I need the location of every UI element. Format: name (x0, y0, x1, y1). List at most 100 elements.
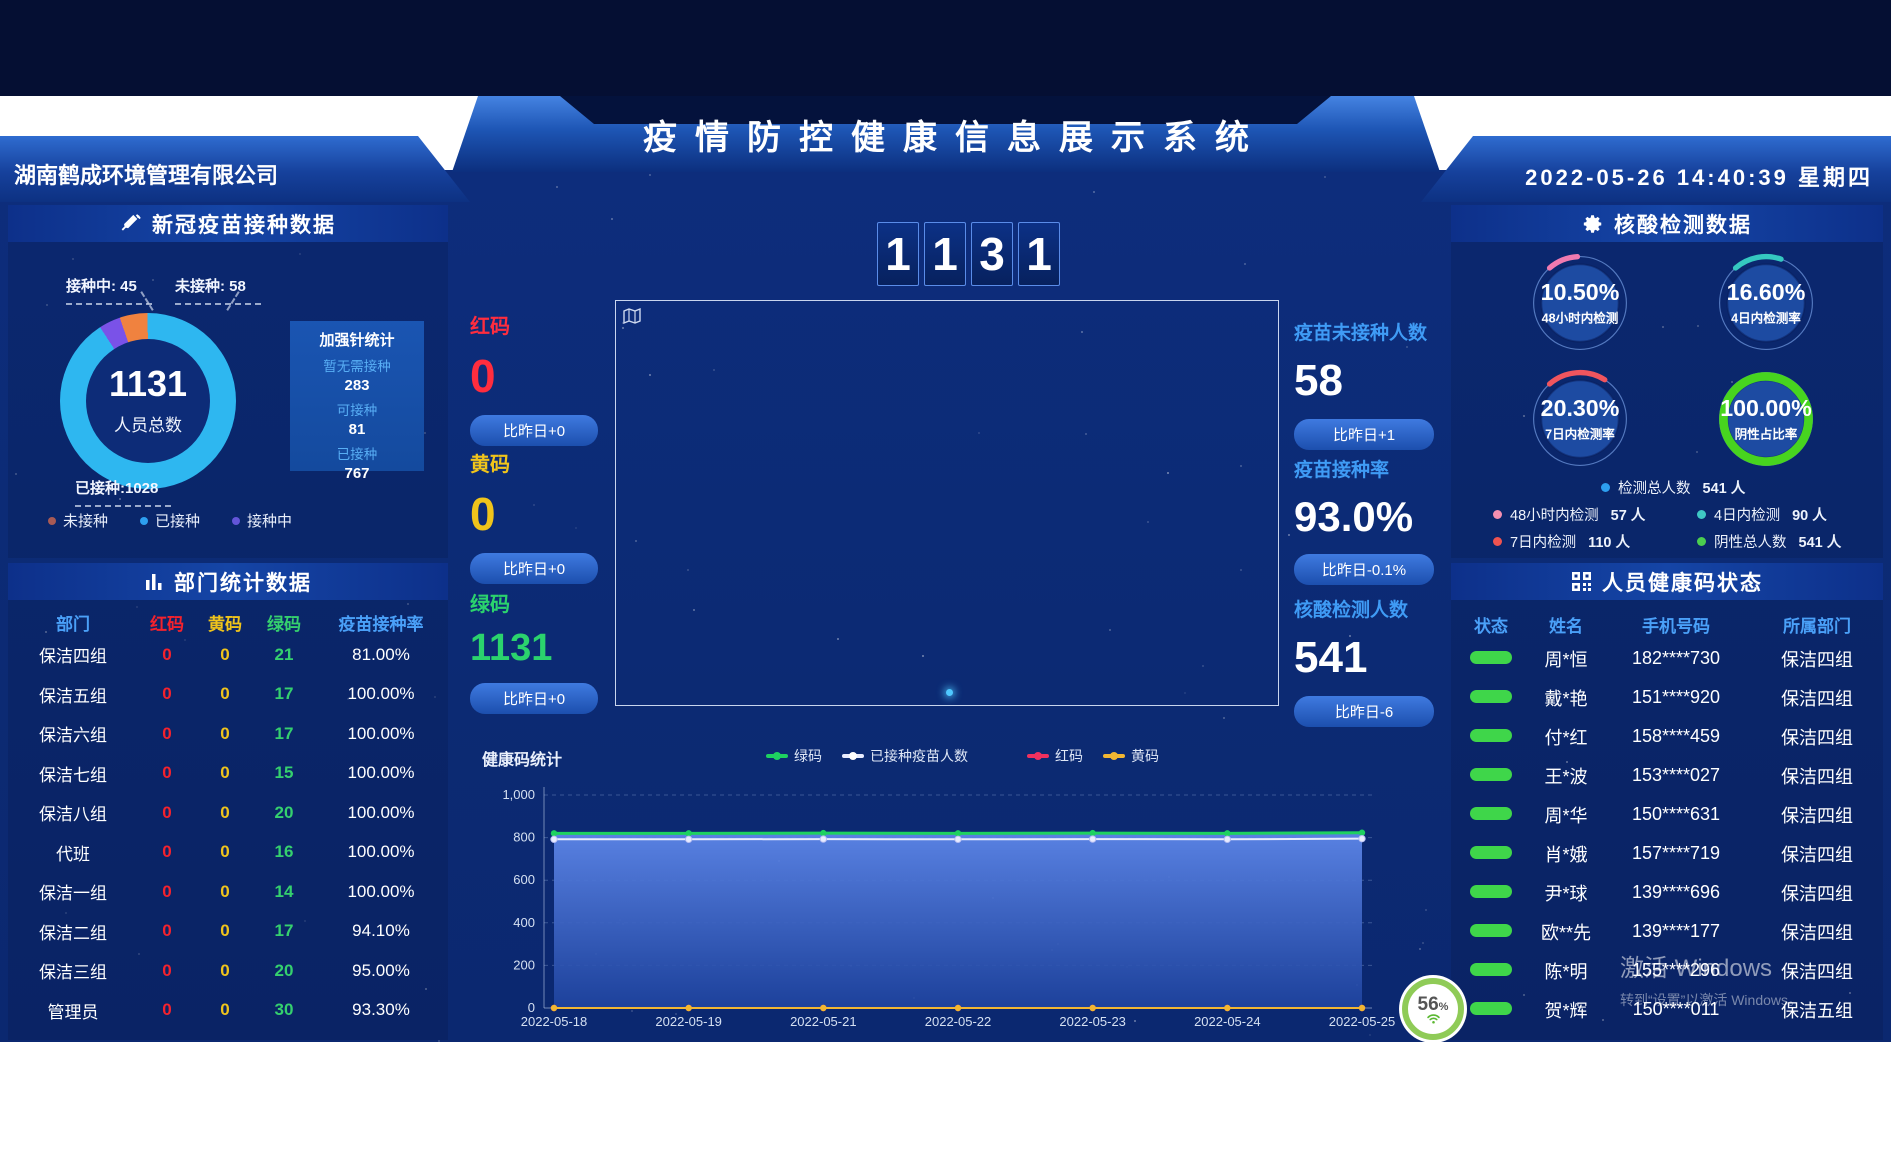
table-cell: 139****177 (1601, 921, 1751, 942)
table-cell: 100.00% (314, 684, 448, 704)
booster-item-value: 81 (290, 421, 424, 438)
svg-text:0: 0 (528, 1000, 535, 1015)
table-cell: 0 (138, 724, 196, 744)
table-cell: 150****011 (1601, 999, 1751, 1020)
table-cell: 14 (254, 882, 314, 902)
svg-text:100.00%: 100.00% (1720, 395, 1812, 421)
legend-item[interactable]: 接种中 (232, 510, 292, 531)
table-cell: 151****920 (1601, 687, 1751, 708)
table-cell: 王*波 (1531, 763, 1601, 789)
table-cell: 保洁四组 (8, 642, 138, 667)
table-cell: 0 (196, 842, 254, 862)
vaccine-panel-title-bar: 新冠疫苗接种数据 (8, 205, 448, 242)
table-cell (1451, 921, 1531, 942)
nat-panel-title-bar: 核酸检测数据 (1451, 205, 1883, 242)
svg-text:2022-05-23: 2022-05-23 (1059, 1014, 1126, 1029)
table-row: 保洁二组 0 0 17 94.10% (8, 912, 448, 952)
department-panel: 部门统计数据 部门 红码 黄码 绿码 疫苗接种率 保洁四组 0 0 21 81.00% 保洁五组 0… (8, 563, 448, 1040)
department-panel-title: 部门统计数据 (174, 567, 312, 597)
legend-marker (1103, 754, 1125, 758)
svg-text:4日内检测率: 4日内检测率 (1731, 310, 1801, 325)
donut-total-label: 人员总数 (114, 411, 182, 436)
booster-item-label: 暂无需接种 (290, 355, 424, 375)
table-cell: 17 (254, 724, 314, 744)
chart-legend-item[interactable]: 已接种疫苗人数 (842, 746, 968, 766)
table-cell: 保洁四组 (1751, 841, 1883, 867)
legend-dot (232, 517, 240, 525)
table-cell: 保洁三组 (8, 958, 138, 983)
table-row: 肖*娥 157****719 保洁四组 (1451, 834, 1883, 873)
svg-text:200: 200 (513, 957, 535, 972)
chart-plot: 0 200 400 600 800 1,000 2022-05-18 2022-05-19 20… (478, 770, 1403, 1032)
table-cell: 保洁七组 (8, 761, 138, 786)
unvaccinated-count-stat: 疫苗未接种人数 58 比昨日+1 (1294, 318, 1444, 450)
legend-item[interactable]: 未接种 (48, 510, 108, 531)
digit-box: 1 (1018, 222, 1060, 286)
svg-text:2022-05-24: 2022-05-24 (1194, 1014, 1261, 1029)
chart-legend-item[interactable]: 红码 (1027, 746, 1083, 766)
red-code-stat: 红码 0 比昨日+0 (470, 310, 620, 446)
legend-label: 4日内检测 (1714, 504, 1780, 525)
vaccine-panel-title: 新冠疫苗接种数据 (152, 209, 336, 239)
green-code-stat: 绿码 1131 比昨日+0 (470, 588, 620, 714)
syringe-icon (120, 213, 142, 235)
table-cell: 16 (254, 842, 314, 862)
table-cell (1451, 687, 1531, 708)
table-cell: 100.00% (314, 882, 448, 902)
svg-text:10.50%: 10.50% (1541, 279, 1620, 305)
table-cell: 100.00% (314, 763, 448, 783)
callout-vaccinated: 已接种:1028 (75, 477, 171, 507)
svg-text:16.60%: 16.60% (1727, 279, 1806, 305)
table-row: 代班 0 0 16 100.00% (8, 833, 448, 873)
table-cell: 保洁一组 (8, 879, 138, 904)
page-title: 疫情防控健康信息展示系统 (470, 110, 1422, 159)
table-cell: 0 (196, 882, 254, 902)
booster-box: 加强针统计 暂无需接种 283 可接种 81 已接种 767 (290, 321, 424, 471)
table-cell: 0 (138, 1000, 196, 1020)
vaccine-panel: 新冠疫苗接种数据 接种中: 45 未接种: 58 1131 人员总数 已接种:1… (8, 205, 448, 558)
status-pill (1470, 729, 1512, 742)
table-cell: 0 (138, 882, 196, 902)
svg-text:20.30%: 20.30% (1541, 395, 1620, 421)
table-row: 周*恒 182****730 保洁四组 (1451, 639, 1883, 678)
stat-label: 黄码 (470, 448, 620, 477)
booster-item-value: 283 (290, 377, 424, 394)
table-cell: 贺*辉 (1531, 997, 1601, 1023)
table-cell: 0 (138, 763, 196, 783)
table-cell: 81.00% (314, 645, 448, 665)
map-area[interactable] (615, 300, 1279, 706)
table-cell (1451, 726, 1531, 747)
table-cell: 管理员 (8, 998, 138, 1023)
column-header: 疫苗接种率 (314, 610, 448, 635)
table-cell: 尹*球 (1531, 880, 1601, 906)
table-cell: 保洁五组 (1751, 997, 1883, 1023)
table-row: 保洁五组 0 0 17 100.00% (8, 675, 448, 715)
chart-legend-item[interactable]: 黄码 (1103, 746, 1159, 766)
big-number: 1 1 3 1 (877, 222, 1060, 286)
svg-text:400: 400 (513, 915, 535, 930)
datetime-display: 2022-05-26 14:40:39 星期四 (1525, 160, 1873, 192)
legend-item[interactable]: 已接种 (140, 510, 200, 531)
legend-label: 48小时内检测 (1510, 504, 1599, 525)
table-cell: 20 (254, 803, 314, 823)
chart-legend-item[interactable]: 绿码 (766, 746, 822, 766)
gauge: 10.50% 48小时内检测 (1487, 245, 1673, 361)
table-row: 王*波 153****027 保洁四组 (1451, 756, 1883, 795)
table-row: 周*华 150****631 保洁四组 (1451, 795, 1883, 834)
table-cell: 153****027 (1601, 765, 1751, 786)
donut-center: 1131 人员总数 (86, 339, 210, 463)
dept-table: 保洁四组 0 0 21 81.00% 保洁五组 0 0 17 100.00% 保洁六组 0 0 17 100… (8, 635, 448, 1030)
status-pill (1470, 768, 1512, 781)
table-cell: 21 (254, 645, 314, 665)
nat-gauges: 10.50% 48小时内检测 16.60% 4日内检测率 20.30% 7日内检测率 100… (1487, 245, 1859, 477)
svg-text:48小时内检测: 48小时内检测 (1542, 310, 1619, 325)
digit-box: 1 (924, 222, 966, 286)
legend-label: 已接种疫苗人数 (870, 746, 968, 766)
table-cell: 20 (254, 961, 314, 981)
table-cell: 94.10% (314, 921, 448, 941)
table-cell: 17 (254, 921, 314, 941)
stat-value: 58 (1294, 359, 1444, 403)
table-cell: 付*红 (1531, 724, 1601, 750)
legend-dot (1493, 537, 1502, 546)
legend-dot (1493, 510, 1502, 519)
